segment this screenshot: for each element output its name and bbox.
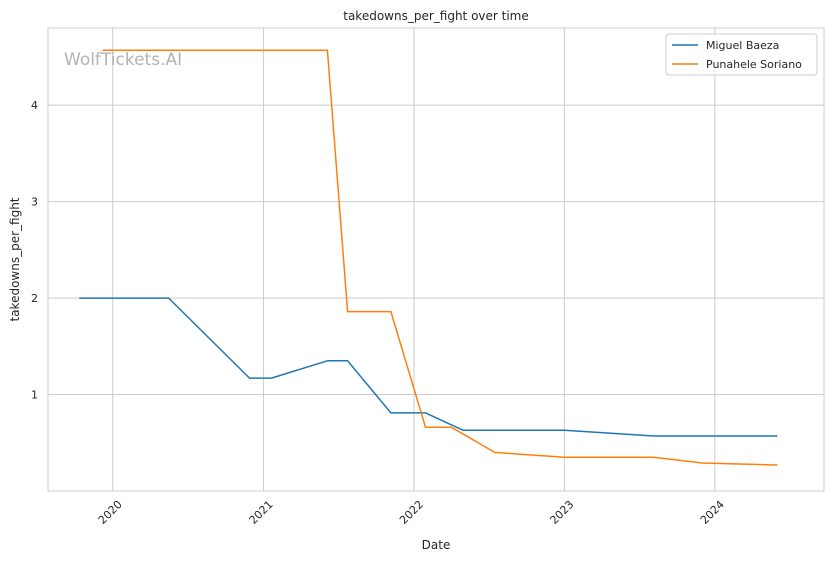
x-tick-label: 2024	[698, 498, 727, 527]
legend-entry: Miguel Baeza	[706, 39, 779, 52]
x-tick-label: 2021	[247, 498, 276, 527]
watermark: WolfTickets.AI	[64, 50, 182, 70]
y-axis-label: takedowns_per_fight	[8, 197, 22, 321]
y-tick-label: 1	[31, 389, 38, 402]
chart-title: takedowns_per_fight over time	[343, 9, 529, 23]
y-tick-label: 3	[31, 196, 38, 209]
series-line-miguel-baeza	[79, 297, 778, 437]
legend-box	[665, 33, 818, 76]
grid	[48, 28, 824, 491]
plot-frame	[47, 27, 825, 492]
legend: Miguel Baeza Punahele Soriano	[665, 33, 818, 76]
y-tick-label: 2	[31, 292, 38, 305]
tick-labels: 1 2 3 4 2020 2021 2022 2023 2024	[31, 99, 727, 527]
series-line-punahele-soriano	[102, 49, 778, 466]
x-axis-label: Date	[422, 538, 451, 552]
x-tick-label: 2022	[397, 498, 426, 527]
y-tick-label: 4	[31, 99, 38, 112]
series-lines	[79, 49, 778, 466]
x-tick-label: 2020	[96, 498, 125, 527]
x-tick-label: 2023	[548, 498, 577, 527]
legend-entry: Punahele Soriano	[706, 58, 802, 71]
